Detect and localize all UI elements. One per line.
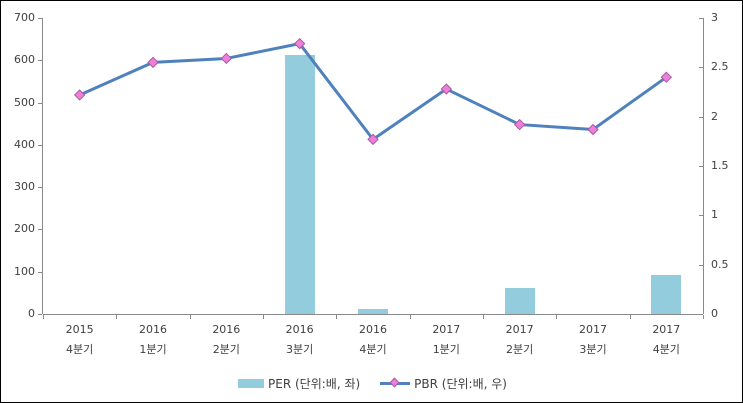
x-tick-label-year: 2016 [212,323,241,336]
y-left-tick-label: 300 [14,180,35,194]
y-left-tick [38,102,42,104]
x-tick-label-quarter: 4분기 [359,343,387,356]
y-left-tick [38,229,42,231]
x-tick-label-quarter: 3분기 [579,343,607,356]
pbr-swatch-icon [380,377,411,389]
y-right-tick [699,166,703,167]
y-left-tick-label: 400 [14,137,35,151]
per-bar [504,288,535,314]
x-axis-tick [189,315,191,319]
y-right-tick [699,18,703,19]
y-right-tick [699,264,703,266]
per-bar [358,308,388,314]
y-left-tick-label: 100 [14,264,35,278]
x-axis-tick [703,315,704,319]
y-right-tick [699,116,703,118]
per-bar [284,54,315,314]
x-axis-tick [336,315,338,319]
y-left-tick [38,271,42,273]
x-axis-tick [43,315,44,319]
y-left-tick [38,314,42,315]
x-tick-label-year: 2017 [652,323,681,336]
y-right-tick [699,67,703,69]
y-right-tick-label: 0 [711,307,718,320]
y-left-tick-label: 500 [14,95,35,109]
x-axis-tick [556,315,558,319]
y-left-tick [38,144,42,146]
pbr-marker-icon [660,71,673,83]
y-right-tick-label: 0.5 [711,257,729,271]
x-tick-label-quarter: 2분기 [506,343,534,356]
x-tick-label-quarter: 1분기 [139,343,167,356]
x-tick-label-year: 2016 [285,323,314,336]
y-left-tick-label: 700 [14,11,35,24]
pbr-marker-icon [73,89,86,101]
pbr-marker-icon [220,52,233,65]
pbr-marker-icon [440,83,453,95]
y-right-tick [699,215,703,217]
x-tick-label-year: 2017 [505,323,534,336]
y-right-tick-label: 3 [711,11,718,24]
x-axis-tick [409,315,411,319]
pbr-marker-icon [293,37,306,50]
legend-item-pbr: PBR (단위:배, 우) [380,375,507,392]
y-left-tick [38,187,42,189]
pbr-marker-icon [147,56,159,69]
y-axis-left-line [42,18,43,314]
y-right-tick-label: 2.5 [711,60,729,74]
x-axis-tick [263,315,264,319]
pbr-marker-icon [513,118,526,131]
x-axis-tick [116,315,118,319]
x-tick-label-quarter: 3분기 [286,343,314,356]
x-tick-label-year: 2017 [432,323,461,336]
y-left-tick-label: 600 [14,53,35,67]
x-tick-label-quarter: 2분기 [212,343,240,356]
x-tick-label-quarter: 4분기 [652,343,680,356]
y-right-tick-label: 1 [711,208,718,222]
x-tick-label-year: 2015 [65,323,94,336]
x-tick-label-quarter: 1분기 [432,343,460,356]
y-left-tick-label: 200 [14,222,35,236]
x-tick-label-quarter: 4분기 [66,343,94,356]
y-right-tick-label: 2 [711,109,718,123]
per-bar [651,275,682,314]
y-left-tick [38,18,42,19]
legend-label-pbr: PBR (단위:배, 우) [414,376,507,391]
pbr-line [78,42,668,141]
legend: PER (단위:배, 좌) PBR (단위:배, 우) [1,374,742,392]
x-tick-label-year: 2016 [358,323,387,336]
per-swatch-icon [238,378,264,388]
x-axis-tick [483,315,484,319]
legend-item-per: PER (단위:배, 좌) [238,375,360,392]
pbr-marker-icon [587,123,599,136]
y-right-tick-label: 1.5 [711,159,729,172]
x-axis-tick [629,315,631,319]
y-left-tick-label: 0 [28,307,35,320]
pbr-marker-icon [367,133,379,146]
y-axis-right-line [703,18,704,314]
y-left-tick [38,60,42,62]
x-tick-label-year: 2017 [578,323,607,336]
x-axis-line [43,314,703,315]
x-tick-label-year: 2016 [138,323,167,336]
legend-label-per: PER (단위:배, 좌) [268,376,361,391]
